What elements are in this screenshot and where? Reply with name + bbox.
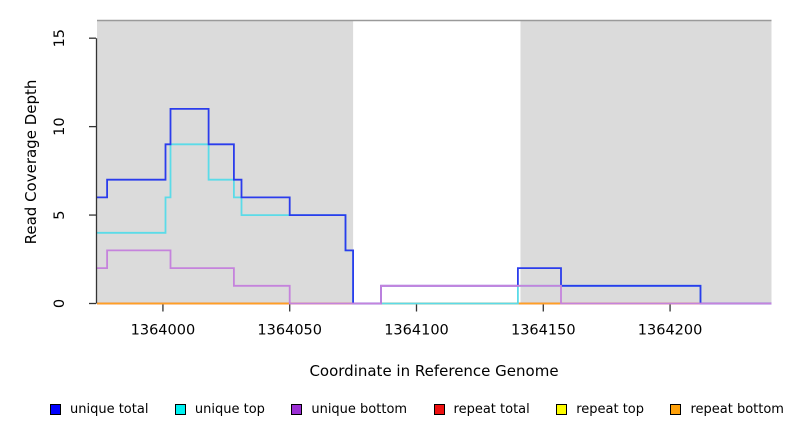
x-tick-label: 1364200 [638,323,703,339]
y-tick-label: 15 [52,29,68,47]
series-lines [97,108,772,305]
legend-item-unique-total: unique total [50,403,148,416]
series-line-unique-top [97,143,772,305]
legend-swatch [291,403,303,415]
shaded-region [520,20,772,304]
series-line-unique-total [97,108,772,305]
legend-label: unique top [194,401,265,417]
x-tick-label: 1364100 [384,323,449,339]
legend-swatch [174,403,186,415]
y-axis: 0 5 10 15 [52,29,98,308]
legend-label: unique bottom [311,401,408,417]
plot-svg: 0 5 10 15 1364000 1364050 1364100 1364150 13642… [22,19,772,380]
x-axis: 1364000 1364050 1364100 1364150 1364200 [131,304,703,339]
x-tick-label: 1364150 [511,323,576,339]
legend-label: repeat total [453,401,530,417]
y-tick-label: 0 [52,299,68,308]
legend-label: repeat bottom [690,401,784,417]
x-tick-label: 1364000 [131,323,196,339]
legend-swatch [50,403,61,415]
series-line-unique-bottom [97,249,772,305]
shaded-regions [97,20,772,304]
x-axis-label: Coordinate in Reference Genome [309,362,558,380]
shaded-region [97,20,354,304]
legend-label: repeat top [576,401,644,417]
legend-item-unique-bottom: unique bottom [291,403,407,416]
y-tick-label: 5 [52,210,68,219]
legend-item-unique-top: unique top [174,401,265,417]
legend-item-repeat-bottom: repeat bottom [670,403,784,416]
legend-item-repeat-total: repeat total [433,401,530,417]
y-tick-label: 10 [52,117,68,135]
y-axis-label: Read Coverage Depth [22,80,40,245]
legend-label: unique total [70,401,149,417]
legend: unique total unique top unique bottom repea… [50,399,784,419]
legend-item-repeat-top: repeat top [556,403,644,416]
legend-swatch [670,403,682,415]
x-tick-label: 1364050 [257,323,322,339]
legend-swatch [433,403,445,415]
legend-swatch [556,403,568,415]
